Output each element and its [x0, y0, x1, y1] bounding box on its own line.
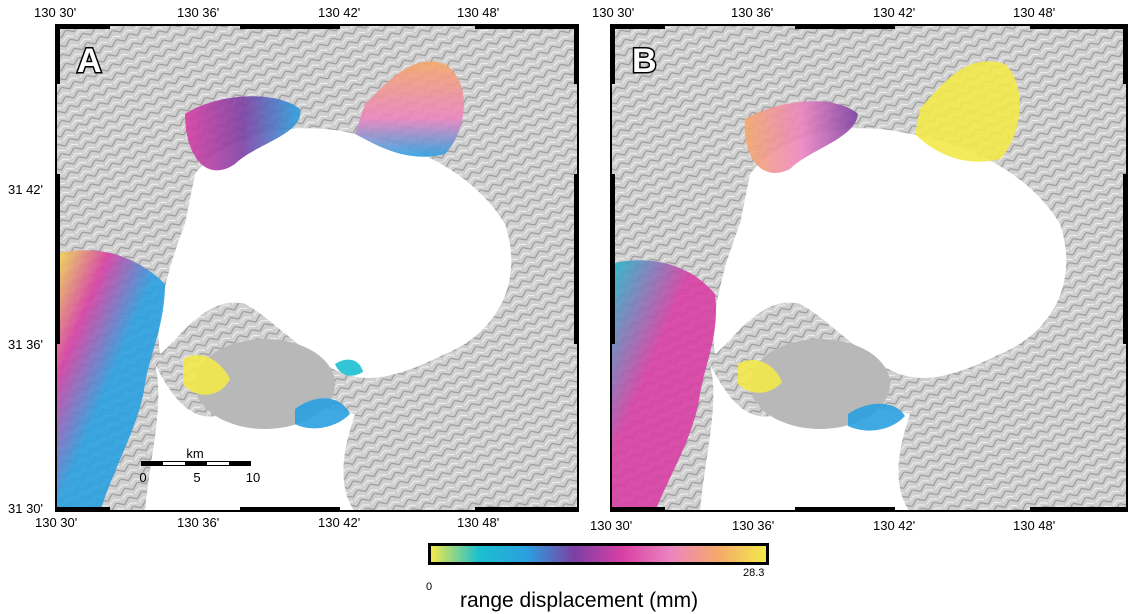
patch-ne-a	[355, 61, 464, 157]
top-label-a-2: 130 36'	[177, 5, 220, 20]
bottom-label-b-4: 130 48'	[1013, 518, 1056, 533]
bottom-label-b-2: 130 36'	[732, 518, 775, 533]
left-label-1: 31 42'	[8, 182, 44, 197]
patch-island-s-b	[848, 403, 905, 431]
colorbar-min-label: 0	[426, 581, 433, 593]
bay-water-b	[713, 128, 1067, 378]
top-label-b-2: 130 36'	[731, 5, 774, 20]
bay-water-a	[158, 128, 512, 378]
left-label-2: 31 36'	[8, 337, 44, 352]
frame-ticks-a	[55, 24, 579, 512]
patch-island-w-a	[183, 355, 230, 395]
map-panel-a: A km 0 5 10	[55, 24, 579, 512]
patch-nw-a	[185, 96, 301, 171]
bottom-label-a-2: 130 36'	[177, 515, 220, 530]
top-label-b-3: 130 42'	[873, 5, 916, 20]
scale-tick-0: 0	[139, 470, 146, 485]
panel-letter-a: A	[77, 42, 102, 80]
patch-ne-b	[915, 61, 1020, 162]
bottom-label-b-1: 130 30'	[590, 518, 633, 533]
frame-ticks-b	[610, 24, 1128, 512]
top-label-b-4: 130 48'	[1013, 5, 1056, 20]
scale-bar: km 0 5 10	[139, 446, 260, 485]
patch-nw-b	[744, 101, 858, 173]
island-b	[750, 339, 890, 429]
left-label-3: 31 30'	[8, 501, 44, 516]
bottom-label-a-3: 130 42'	[318, 515, 361, 530]
colorbar-max-label: 28.3	[743, 567, 765, 579]
bottom-label-b-3: 130 42'	[873, 518, 916, 533]
patch-island-w-b	[738, 360, 782, 393]
top-label-a-3: 130 42'	[318, 5, 361, 20]
scale-tick-5: 5	[193, 470, 200, 485]
colorbar	[428, 543, 769, 565]
top-label-b-1: 130 30'	[592, 5, 635, 20]
patch-west-a	[55, 250, 165, 512]
patch-island-s-a	[295, 398, 350, 429]
bay-south-b	[700, 364, 910, 512]
map-panel-b: B	[610, 24, 1128, 512]
map-a-svg: A km 0 5 10	[55, 24, 579, 512]
bottom-label-a-4: 130 48'	[457, 515, 500, 530]
scale-tick-10: 10	[246, 470, 260, 485]
patch-island-e-a	[335, 359, 363, 376]
map-b-svg: B	[610, 24, 1128, 512]
top-label-a-1: 130 30'	[34, 5, 77, 20]
colorbar-title: range displacement (mm)	[460, 589, 699, 612]
bottom-label-a-1: 130 30'	[35, 515, 78, 530]
top-label-a-4: 130 48'	[457, 5, 500, 20]
scale-unit: km	[186, 446, 203, 461]
patch-west-b	[610, 260, 717, 512]
panel-letter-b: B	[632, 42, 657, 80]
bay-south-a	[145, 364, 355, 512]
